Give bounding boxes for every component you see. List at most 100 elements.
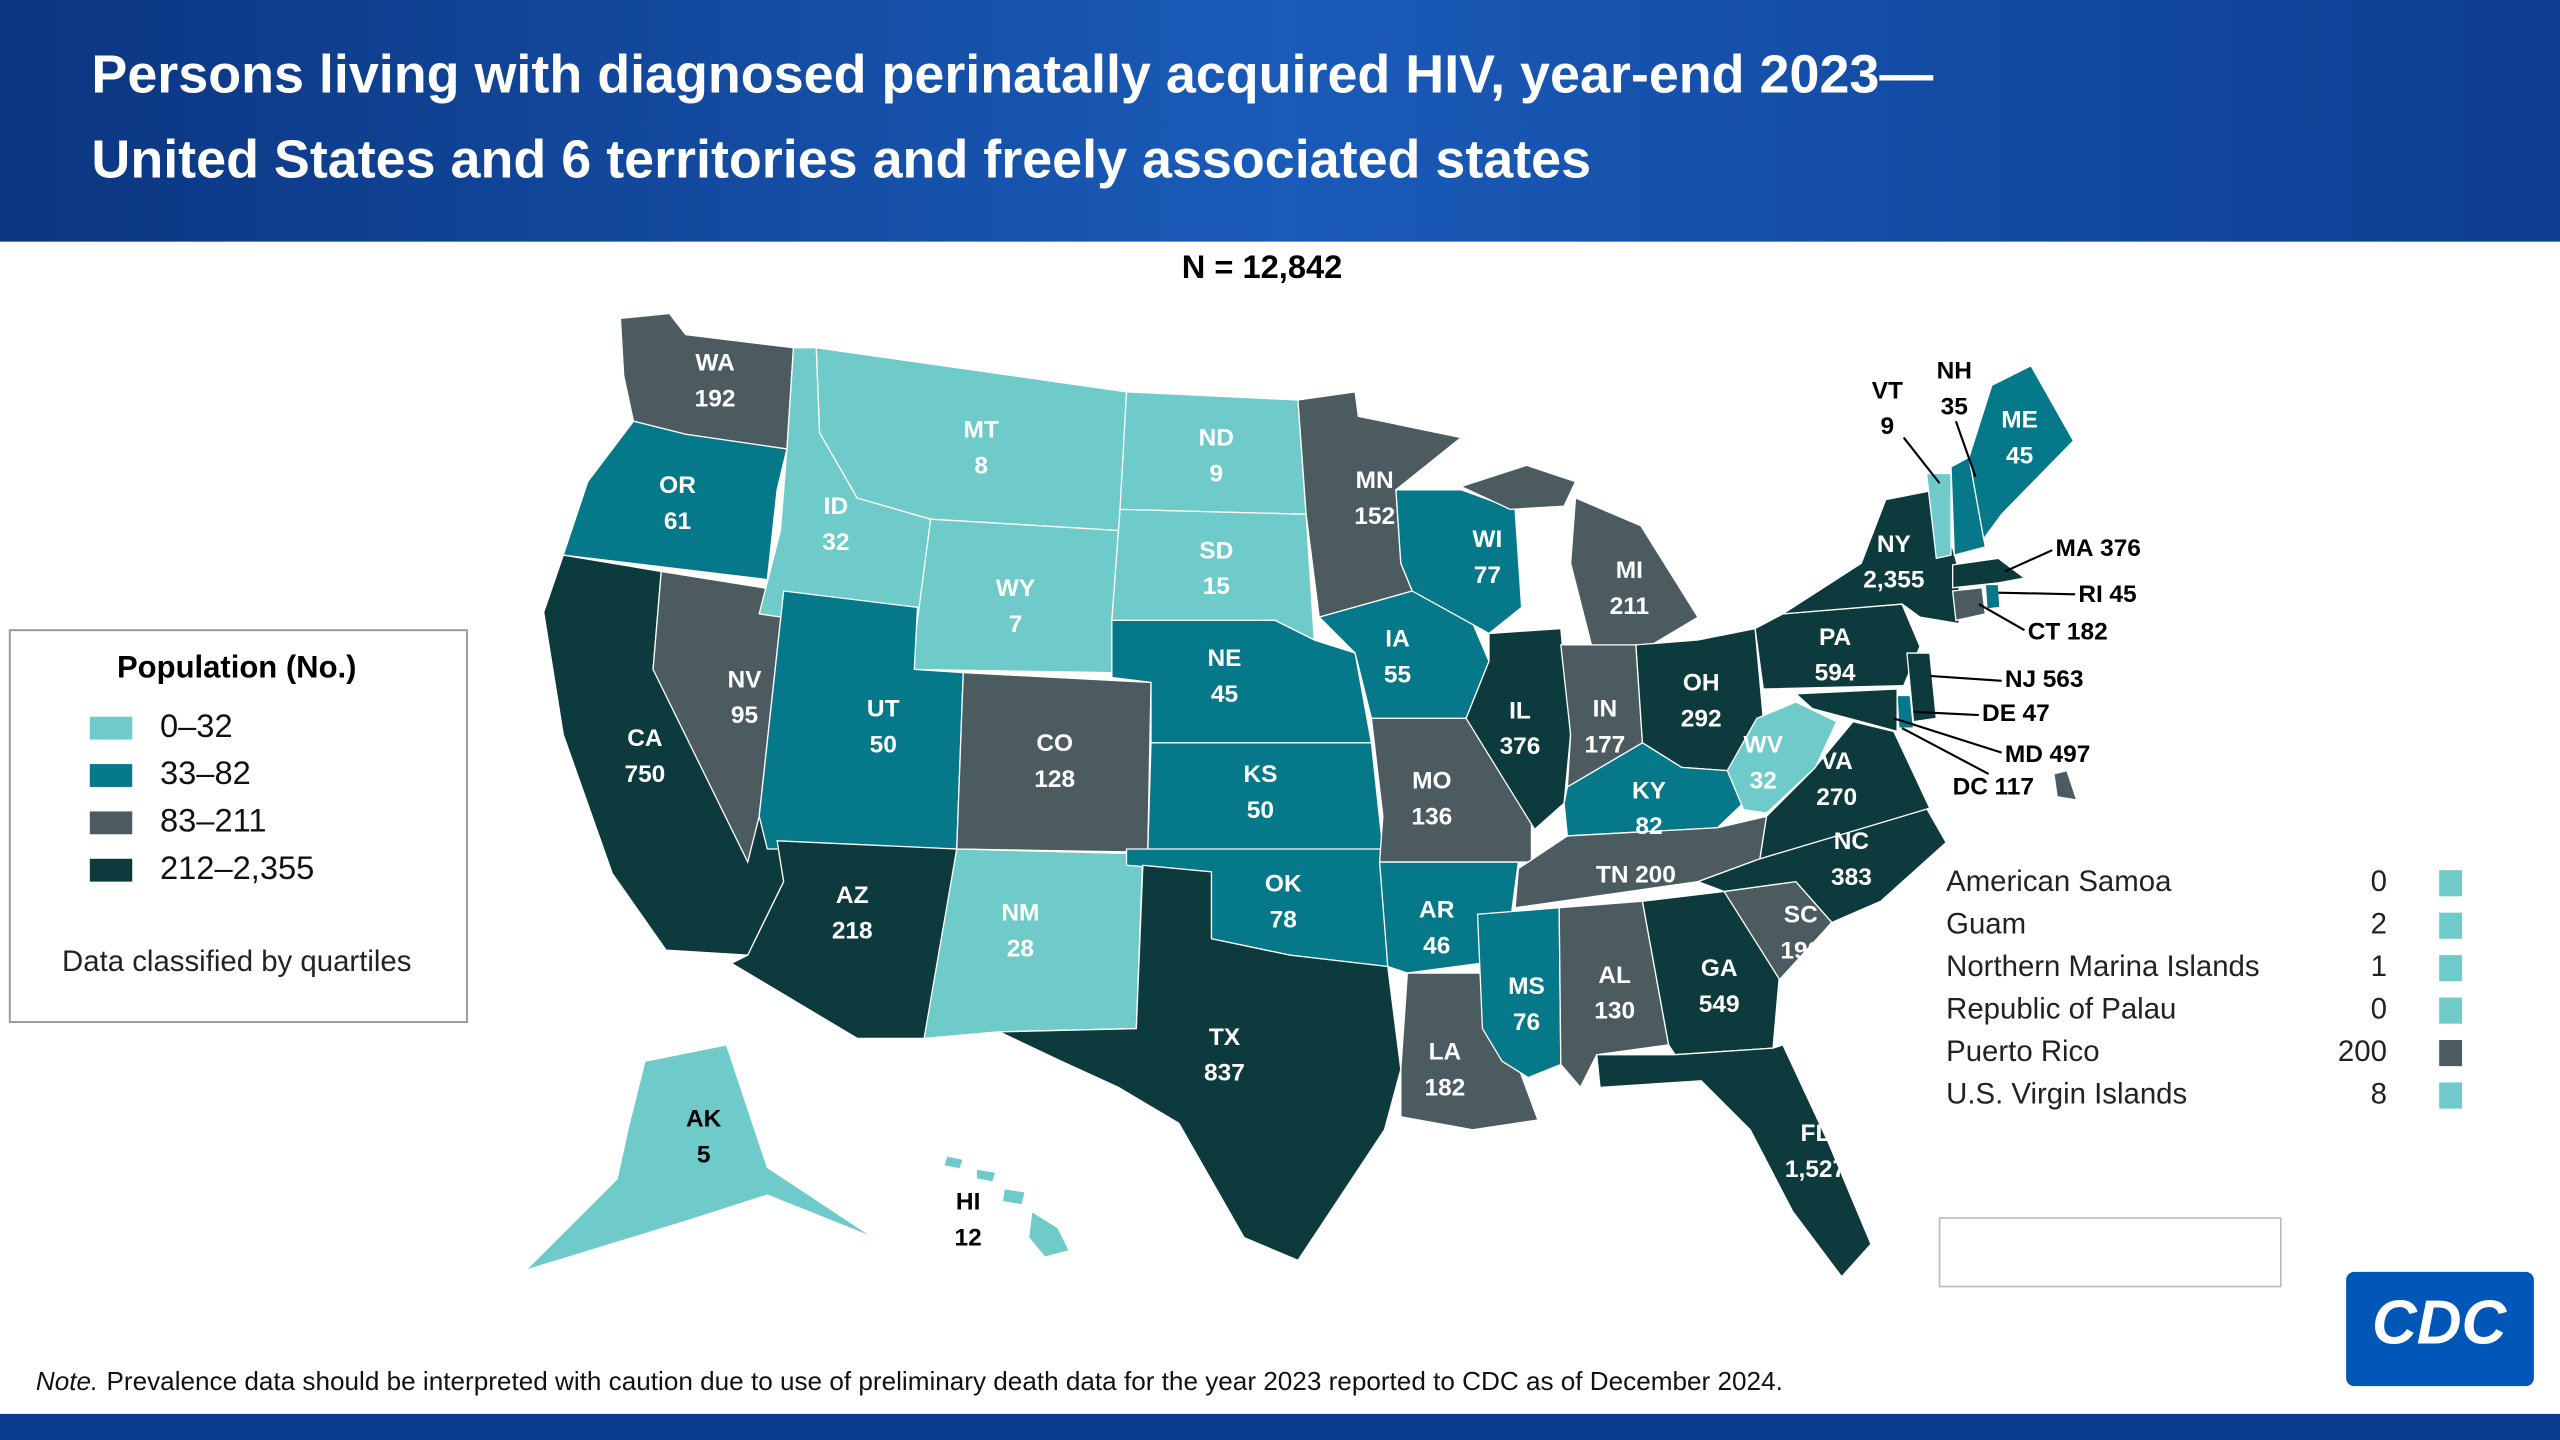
territory-name: Puerto Rico [1946, 1035, 2099, 1068]
state-abbr: CA [627, 725, 663, 752]
state-value: 15 [1203, 573, 1230, 600]
state-abbr: PA [1819, 624, 1852, 651]
state-value: 7 [1009, 611, 1023, 638]
territory-swatch [2439, 870, 2463, 897]
state-value: 1,527 [1785, 1156, 1846, 1183]
state-abbr: AR [1419, 896, 1455, 923]
territory-name: Guam [1946, 907, 2026, 940]
empty-box [1938, 1217, 2282, 1288]
state [1950, 456, 1987, 556]
state [652, 570, 785, 864]
state-value: 218 [832, 918, 873, 945]
state-label: MA 376 [2056, 536, 2141, 563]
state-abbr: MO [1412, 768, 1451, 795]
state [562, 420, 788, 581]
legend-box [8, 629, 468, 1024]
state-abbr: OR [659, 472, 696, 499]
state-label: MD 497 [2005, 741, 2090, 768]
state-abbr: DC [1953, 774, 1988, 801]
logo-text: CDC [2372, 1289, 2508, 1358]
state-value: 549 [1699, 991, 1740, 1018]
territory-swatch [2439, 955, 2463, 982]
title-line: Persons living with diagnosed perinatall… [91, 45, 1933, 105]
state-label: NJ 563 [2005, 666, 2084, 693]
state-label: DC 117 [1953, 774, 2034, 801]
legend-label: 0–32 [160, 707, 233, 744]
leader-line [1901, 727, 1990, 775]
leader-line [1998, 591, 2076, 596]
state-abbr: LA [1429, 1039, 1462, 1066]
state-abbr: KY [1632, 777, 1666, 804]
state-abbr: MS [1508, 973, 1545, 1000]
state-abbr: MD [2005, 741, 2043, 768]
state [1726, 701, 1838, 814]
state [525, 1044, 874, 1271]
state-value: 383 [1831, 864, 1872, 891]
state-value: 192 [1780, 937, 1821, 964]
state-abbr: MI [1616, 557, 1643, 584]
state-value: 47 [2023, 701, 2050, 728]
leader-line [1902, 436, 1941, 484]
state [956, 671, 1152, 853]
state-abbr: NY [1877, 531, 1911, 558]
state-value: 192 [695, 385, 736, 412]
total-label: N = 12,842 [1182, 248, 1343, 285]
state-abbr: IA [1385, 625, 1410, 652]
state-abbr: RI [2078, 581, 2102, 608]
state-abbr: WA [695, 350, 735, 377]
state-value: 95 [731, 702, 758, 729]
state-abbr: NM [1001, 900, 1039, 927]
state-value: 177 [1584, 732, 1625, 759]
state-label: DE 47 [1982, 701, 2050, 728]
state-value: 82 [1635, 813, 1662, 840]
state-value: 136 [1411, 803, 1452, 830]
state-value: 750 [624, 761, 665, 788]
territory-swatch [2439, 1040, 2463, 1067]
state-value: 55 [1384, 661, 1411, 688]
footer-band [0, 1413, 2560, 1440]
territory-value: 0 [2371, 992, 2387, 1025]
state-value: 128 [1034, 766, 1075, 793]
legend-swatch [89, 764, 133, 787]
state-value: 182 [1424, 1074, 1465, 1101]
territory-name: Republic of Palau [1946, 992, 2176, 1025]
state-value: 45 [2109, 581, 2136, 608]
state-abbr: NV [727, 666, 762, 693]
state-value: 50 [1247, 797, 1274, 824]
territories: American Samoa 0 Guam 2 Northern Marina Isla… [1946, 865, 2463, 1110]
state [1968, 364, 2075, 541]
territory-swatch [2439, 997, 2463, 1024]
state-value: 9 [1881, 413, 1895, 440]
state-value: 61 [664, 508, 691, 535]
territory-value: 200 [2338, 1035, 2387, 1068]
header-band [0, 0, 2560, 242]
state-value: 292 [1681, 705, 1722, 732]
legend-label: 212–2,355 [160, 849, 314, 886]
state [1111, 619, 1373, 744]
state [942, 1155, 1071, 1258]
state-abbr: ME [2001, 407, 2038, 434]
state-value: 50 [870, 732, 897, 759]
state-value: 35 [1941, 394, 1968, 421]
state-value: 8 [974, 452, 988, 479]
territory-value: 8 [2371, 1077, 2387, 1110]
legend-note: Data classified by quartiles [62, 945, 411, 978]
state-value: 594 [1815, 660, 1856, 687]
territory-name: American Samoa [1946, 865, 2172, 898]
state [1984, 583, 2001, 610]
state-value: 563 [2043, 666, 2084, 693]
state-abbr: AL [1598, 962, 1631, 989]
state [1395, 489, 1523, 635]
state-value: 9 [1210, 461, 1224, 488]
state-abbr: NJ [2005, 666, 2036, 693]
state-label: TN 200 [1596, 862, 1676, 889]
state-value: 77 [1474, 562, 1501, 589]
title-line: United States and 6 territories and free… [91, 129, 1591, 189]
territory-value: 2 [2371, 907, 2387, 940]
state-abbr: HI [956, 1189, 980, 1216]
leader-line [1913, 710, 1979, 717]
footnote: Note. Prevalence data should be interpret… [36, 1366, 1783, 1396]
state-abbr: UT [867, 696, 900, 723]
